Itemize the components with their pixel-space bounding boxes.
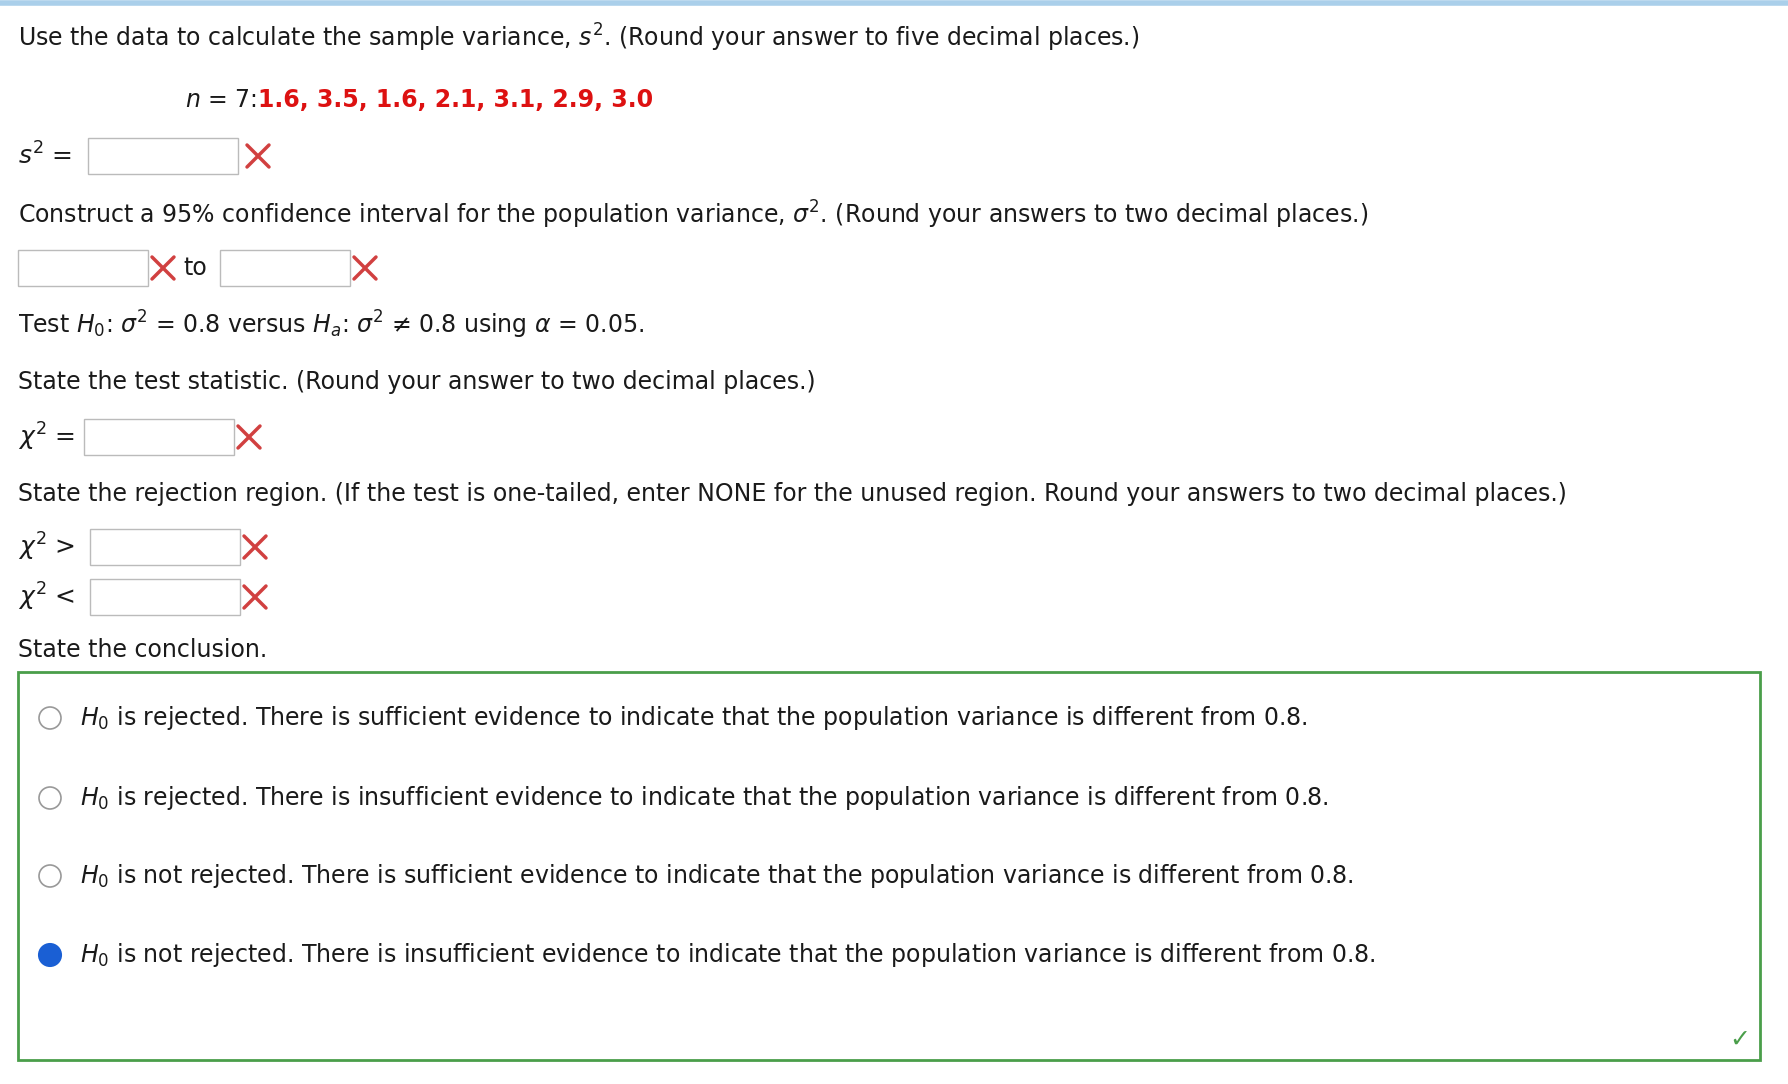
Text: State the conclusion.: State the conclusion. — [18, 638, 266, 662]
Text: to: to — [182, 256, 207, 280]
Text: $H_0$ is rejected. There is insufficient evidence to indicate that the populatio: $H_0$ is rejected. There is insufficient… — [80, 784, 1328, 812]
FancyBboxPatch shape — [18, 250, 148, 286]
Text: Test $H_0$: $\sigma^2$ = 0.8 versus $H_a$: $\sigma^2$ ≠ 0.8 using $\alpha$ = 0.0: Test $H_0$: $\sigma^2$ = 0.8 versus $H_a… — [18, 309, 644, 341]
FancyBboxPatch shape — [220, 250, 350, 286]
Text: $\chi^2$ >: $\chi^2$ > — [18, 531, 75, 563]
FancyBboxPatch shape — [18, 672, 1759, 1060]
Text: $H_0$ is not rejected. There is sufficient evidence to indicate that the populat: $H_0$ is not rejected. There is sufficie… — [80, 862, 1354, 890]
FancyBboxPatch shape — [88, 138, 238, 175]
Circle shape — [39, 944, 61, 966]
FancyBboxPatch shape — [84, 420, 234, 455]
Text: $\chi^2$ <: $\chi^2$ < — [18, 581, 75, 614]
Text: Use the data to calculate the sample variance, $s^2$. (Round your answer to five: Use the data to calculate the sample var… — [18, 22, 1139, 54]
Text: ✓: ✓ — [1729, 1028, 1750, 1051]
Circle shape — [39, 787, 61, 809]
Text: $H_0$ is not rejected. There is insufficient evidence to indicate that the popul: $H_0$ is not rejected. There is insuffic… — [80, 941, 1375, 969]
FancyBboxPatch shape — [89, 579, 240, 615]
Text: State the rejection region. (If the test is one-tailed, enter NONE for the unuse: State the rejection region. (If the test… — [18, 482, 1566, 506]
Text: 1.6, 3.5, 1.6, 2.1, 3.1, 2.9, 3.0: 1.6, 3.5, 1.6, 2.1, 3.1, 2.9, 3.0 — [257, 88, 653, 112]
Circle shape — [39, 707, 61, 730]
Text: $n$ = 7:: $n$ = 7: — [184, 88, 257, 112]
Text: $\chi^2$ =: $\chi^2$ = — [18, 421, 75, 453]
Text: $s^2$ =: $s^2$ = — [18, 142, 72, 169]
Text: $H_0$ is rejected. There is sufficient evidence to indicate that the population : $H_0$ is rejected. There is sufficient e… — [80, 704, 1307, 732]
Circle shape — [39, 865, 61, 887]
Text: Construct a 95% confidence interval for the population variance, $\sigma^2$. (Ro: Construct a 95% confidence interval for … — [18, 198, 1368, 231]
FancyBboxPatch shape — [89, 529, 240, 565]
Text: State the test statistic. (Round your answer to two decimal places.): State the test statistic. (Round your an… — [18, 370, 815, 393]
